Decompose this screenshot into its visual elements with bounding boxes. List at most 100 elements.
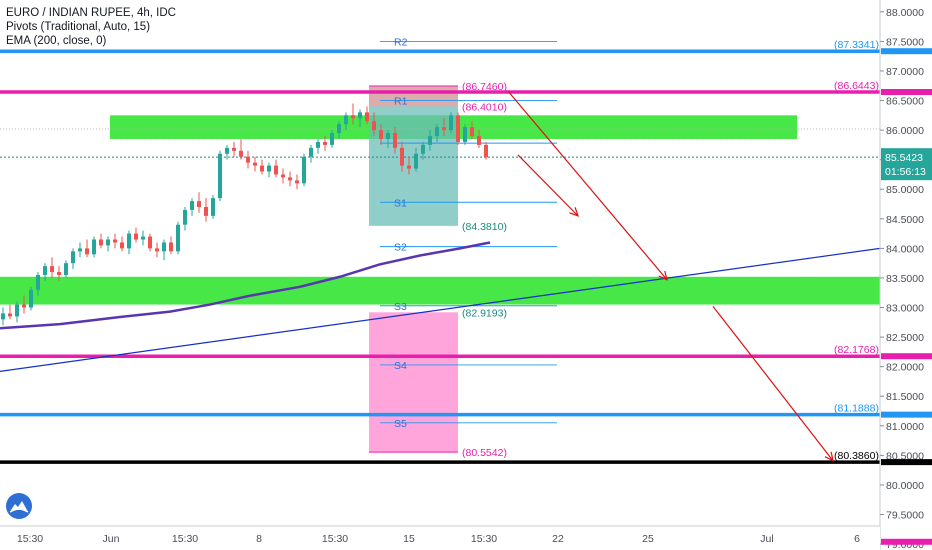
candle-body[interactable] [456,115,460,142]
position-target-label: (80.5542) [462,447,507,459]
candle-body[interactable] [155,248,159,252]
candle-body[interactable] [113,239,117,243]
candle-body[interactable] [295,180,299,184]
candle-body[interactable] [316,141,320,148]
candle-body[interactable] [470,127,474,137]
candle-body[interactable] [365,112,369,122]
position-stop-zone[interactable] [369,85,458,107]
candle-body[interactable] [120,242,124,249]
candle-body[interactable] [106,239,110,246]
candle-body[interactable] [309,147,313,157]
candle-body[interactable] [99,239,103,246]
candle-body[interactable] [407,165,411,169]
candle-body[interactable] [50,266,54,273]
candle-body[interactable] [8,313,12,317]
indicator-ema[interactable]: EMA (200, close, 0) [6,35,107,47]
candle-body[interactable] [274,165,278,175]
candle-body[interactable] [351,115,355,119]
position-target-zone[interactable] [369,312,458,453]
ema-200-line[interactable] [0,241,491,330]
trendline[interactable] [0,247,881,372]
support-resistance-zone[interactable] [0,276,880,305]
candle-body[interactable] [127,233,131,249]
candle-body[interactable] [85,248,89,255]
candle-body[interactable] [330,133,334,145]
candle-body[interactable] [414,153,418,169]
candle-body[interactable] [36,275,40,290]
arrow-head [658,270,668,281]
position-risk-zone[interactable] [369,85,458,226]
tradingview-logo-icon[interactable] [6,493,32,519]
candle-body[interactable] [484,144,488,158]
candle-body[interactable] [225,147,229,154]
price-tick-label: 81.5000 [886,391,924,403]
candle-body[interactable] [57,272,61,275]
candle-body[interactable] [1,313,5,320]
candle-body[interactable] [148,236,152,249]
candle-body[interactable] [421,144,425,154]
price-tick-label: 88.0000 [886,7,924,19]
candle-body[interactable] [344,115,348,125]
candle-body[interactable] [463,127,467,142]
candle-body[interactable] [176,224,180,252]
time-tick-label: 15:30 [172,533,198,545]
arrow-line[interactable] [517,154,579,217]
candle-body[interactable] [337,124,341,134]
candle-body[interactable] [358,112,362,119]
horizontal-level-label: (81.1888) [834,403,879,415]
candle-body[interactable] [141,236,145,240]
axis-level-marker [881,89,932,96]
candle-body[interactable] [22,304,26,308]
candle-body[interactable] [281,174,285,178]
symbol-title[interactable]: EURO / INDIAN RUPEE, 4h, IDC [6,7,176,19]
candle-body[interactable] [267,165,271,172]
candle-body[interactable] [134,233,138,240]
candle-body[interactable] [43,266,47,275]
plot-background [0,0,880,550]
time-tick-label: 25 [642,533,654,545]
axis-level-marker [881,411,932,418]
candle-body[interactable] [260,165,264,172]
candle-body[interactable] [162,242,166,252]
candle-body[interactable] [64,263,68,275]
candle-body[interactable] [288,177,292,181]
candle-body[interactable] [218,153,222,199]
candle-body[interactable] [239,150,243,157]
candle-body[interactable] [253,162,257,166]
candle-body[interactable] [379,130,383,139]
arrow-line[interactable] [712,305,834,462]
price-tick-label: 80.0000 [886,480,924,492]
indicator-pivots[interactable]: Pivots (Traditional, Auto, 15) [6,21,151,33]
candle-body[interactable] [92,239,96,255]
time-tick-label: Jul [760,533,773,545]
candle-body[interactable] [246,156,250,163]
candle-body[interactable] [71,251,75,264]
candle-body[interactable] [323,141,327,145]
candle-body[interactable] [302,156,306,184]
candle-body[interactable] [393,133,397,148]
candle-body[interactable] [449,115,453,131]
candle-body[interactable] [29,289,33,308]
candle-body[interactable] [372,121,376,131]
candle-body[interactable] [78,248,82,252]
candle-body[interactable] [442,127,446,131]
candle-body[interactable] [204,206,208,216]
pivot-label: S3 [394,301,407,313]
arrow-line[interactable] [507,90,668,281]
candle-body[interactable] [190,201,194,210]
candle-body[interactable] [400,147,404,166]
arrow-head [824,451,834,462]
candle-body[interactable] [477,136,481,145]
candle-body[interactable] [15,304,19,317]
candle-body[interactable] [169,242,173,252]
candle-body[interactable] [211,198,215,216]
candle-body[interactable] [183,209,187,225]
candle-body[interactable] [197,201,201,207]
candle-body[interactable] [428,136,432,145]
candle-body[interactable] [232,147,236,151]
price-tick-label: 87.0000 [886,66,924,78]
time-axis-background [0,526,880,550]
candle-body[interactable] [386,133,390,139]
candle-body[interactable] [435,127,439,137]
